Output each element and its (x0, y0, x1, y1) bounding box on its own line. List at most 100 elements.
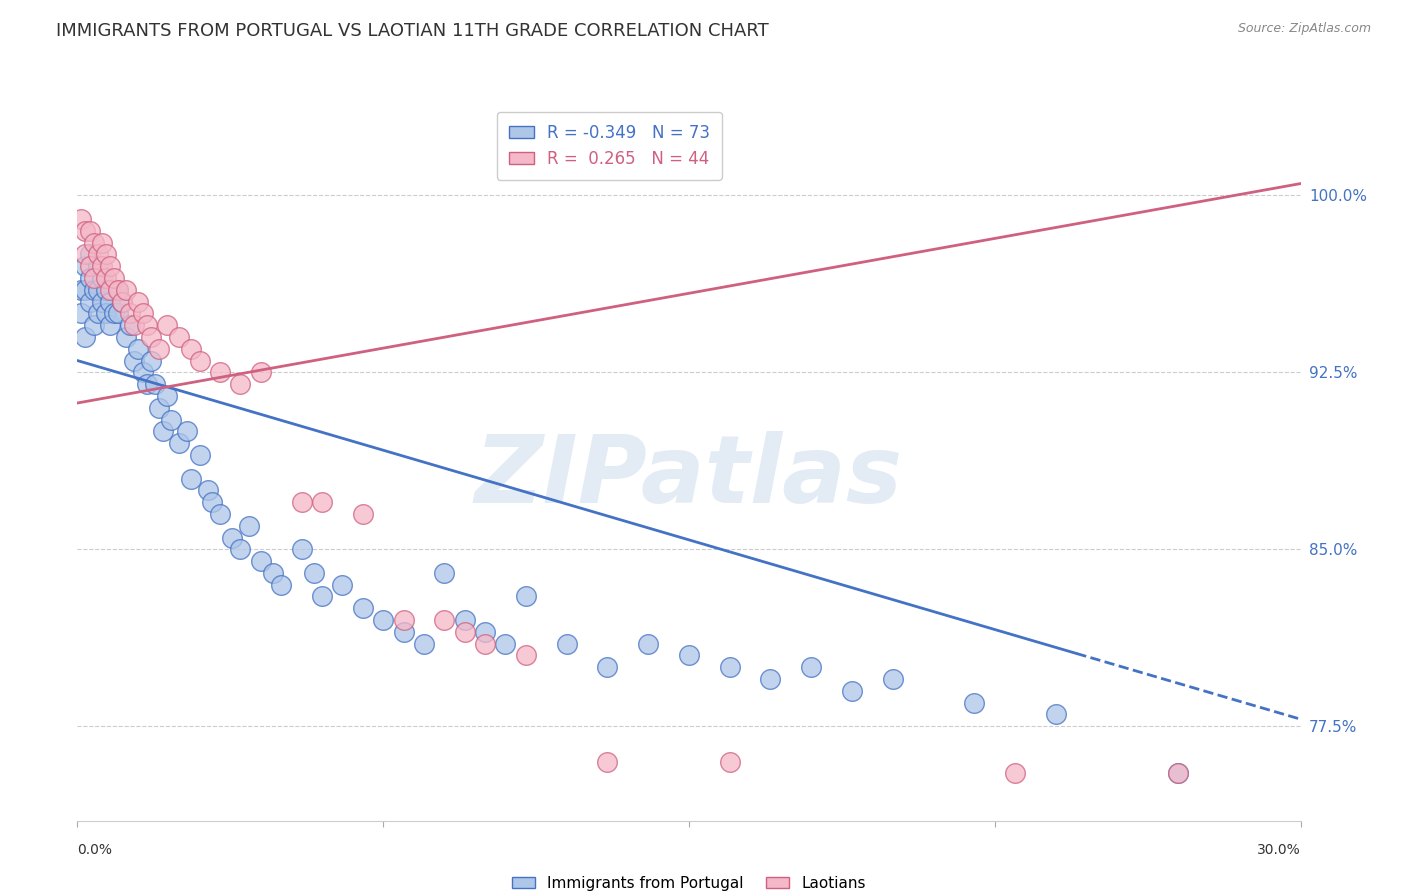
Point (148, 342, 170, 356)
Point (291, 542, 314, 557)
Text: 0.0%: 0.0% (77, 843, 112, 857)
Point (156, 318, 179, 333)
Point (87, 259, 110, 273)
Point (87, 283, 110, 297)
Point (515, 590, 537, 604)
Point (128, 342, 150, 356)
Point (70, 283, 93, 297)
Point (83, 283, 105, 297)
Point (115, 330, 138, 344)
Point (79, 259, 101, 273)
Point (169, 330, 191, 344)
Point (75, 330, 97, 344)
Point (229, 542, 252, 557)
Point (201, 495, 224, 509)
Point (180, 342, 202, 356)
Point (229, 377, 252, 392)
Point (1045, 707, 1067, 722)
Point (139, 330, 162, 344)
Point (250, 365, 273, 379)
Point (70, 306, 93, 320)
Point (1167, 766, 1189, 780)
Point (75, 259, 97, 273)
Point (371, 613, 394, 627)
Point (392, 624, 415, 639)
Point (143, 377, 166, 392)
Point (120, 318, 142, 333)
Point (311, 590, 333, 604)
Point (169, 436, 191, 450)
Point (176, 425, 198, 439)
Point (392, 613, 415, 627)
Point (1167, 766, 1189, 780)
Point (98, 294, 121, 309)
Point (90, 235, 112, 250)
Legend: Immigrants from Portugal, Laotians: Immigrants from Portugal, Laotians (506, 870, 872, 892)
Point (262, 566, 284, 580)
Point (433, 566, 456, 580)
Point (120, 306, 142, 320)
Point (87, 306, 110, 320)
Point (332, 577, 354, 591)
Point (107, 306, 129, 320)
Point (250, 554, 273, 568)
Point (152, 425, 174, 439)
Point (148, 401, 170, 415)
Point (90, 271, 112, 285)
Point (270, 577, 292, 591)
Point (1004, 766, 1026, 780)
Point (454, 613, 477, 627)
Point (352, 601, 374, 615)
Text: Source: ZipAtlas.com: Source: ZipAtlas.com (1237, 22, 1371, 36)
Text: IMMIGRANTS FROM PORTUGAL VS LAOTIAN 11TH GRADE CORRELATION CHART: IMMIGRANTS FROM PORTUGAL VS LAOTIAN 11TH… (56, 22, 769, 40)
Point (98, 318, 121, 333)
Point (156, 389, 179, 403)
Point (90, 259, 112, 273)
Point (111, 294, 134, 309)
Point (311, 495, 333, 509)
Point (75, 224, 97, 238)
Point (131, 365, 153, 379)
Point (98, 259, 121, 273)
Text: 30.0%: 30.0% (1257, 843, 1301, 857)
Point (841, 684, 863, 698)
Point (718, 660, 741, 674)
Point (209, 365, 232, 379)
Point (433, 613, 456, 627)
Point (107, 283, 129, 297)
Point (678, 648, 700, 663)
Point (124, 318, 146, 333)
Point (139, 353, 162, 368)
Text: ZIPatlas: ZIPatlas (475, 431, 903, 523)
Point (302, 566, 325, 580)
Point (79, 224, 101, 238)
Point (103, 306, 125, 320)
Point (291, 495, 314, 509)
Point (474, 624, 496, 639)
Point (83, 235, 105, 250)
Point (79, 247, 101, 261)
Point (188, 448, 211, 462)
Point (94, 283, 117, 297)
Point (596, 660, 619, 674)
Point (188, 353, 211, 368)
Point (70, 211, 93, 226)
Point (75, 247, 97, 261)
Point (94, 247, 117, 261)
Point (94, 306, 117, 320)
Point (474, 637, 496, 651)
Point (94, 271, 117, 285)
Point (515, 648, 537, 663)
Point (135, 318, 157, 333)
Point (131, 306, 153, 320)
Point (83, 318, 105, 333)
Point (454, 624, 477, 639)
Point (90, 294, 112, 309)
Point (98, 283, 121, 297)
Point (103, 271, 125, 285)
Point (963, 696, 986, 710)
Point (209, 507, 232, 521)
Point (115, 283, 138, 297)
Point (75, 283, 97, 297)
Point (111, 294, 134, 309)
